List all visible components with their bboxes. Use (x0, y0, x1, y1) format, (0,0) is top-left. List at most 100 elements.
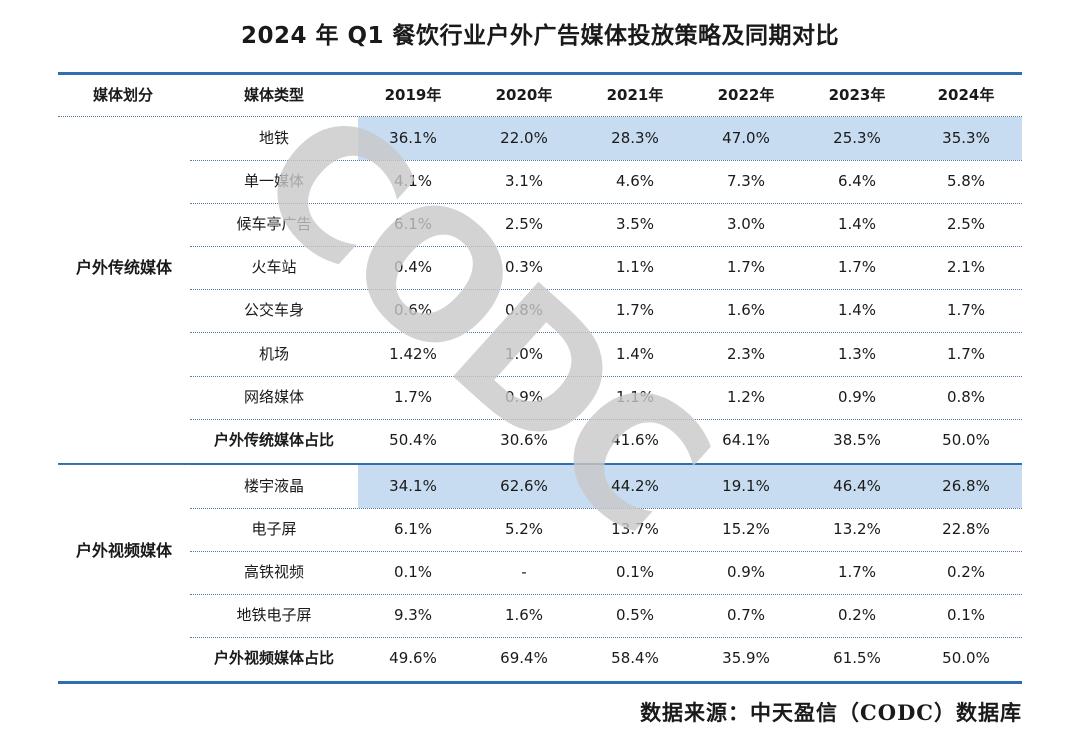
media-type-cell: 火车站 (251, 258, 297, 276)
value-cell: 34.1% (389, 477, 437, 495)
group-top-separator (58, 116, 190, 117)
row-separator (190, 246, 1022, 247)
media-type-cell: 高铁视频 (243, 563, 304, 581)
row-separator (190, 376, 1022, 377)
value-cell: 1.0% (504, 345, 544, 363)
value-cell: 2.5% (504, 215, 544, 233)
media-type-cell: 地铁电子屏 (236, 606, 312, 624)
value-cell: 0.8% (946, 388, 986, 406)
value-cell: 35.3% (942, 129, 990, 147)
value-cell: 13.7% (611, 520, 659, 538)
value-cell: 6.4% (837, 172, 877, 190)
subtotal-label: 户外视频媒体占比 (213, 649, 334, 667)
value-cell: 28.3% (611, 129, 659, 147)
header-year: 2024年 (937, 86, 995, 104)
header-year: 2019年 (384, 86, 442, 104)
value-cell: 2.3% (726, 345, 766, 363)
subtotal-value: 30.6% (500, 431, 548, 449)
value-cell: 7.3% (726, 172, 766, 190)
media-type-cell: 电子屏 (251, 520, 297, 538)
row-separator (190, 637, 1022, 638)
value-cell: 3.5% (615, 215, 655, 233)
value-cell: 22.8% (942, 520, 990, 538)
header-year: 2020年 (495, 86, 553, 104)
value-cell: 47.0% (722, 129, 770, 147)
group-top-separator (58, 464, 190, 465)
media-type-cell: 候车亭广告 (236, 215, 312, 233)
media-type-cell: 地铁 (258, 129, 289, 147)
media-type-cell: 楼宇液晶 (243, 477, 304, 495)
value-cell: 1.3% (837, 345, 877, 363)
value-cell: 1.4% (837, 301, 877, 319)
value-cell: 6.1% (393, 520, 433, 538)
row-separator (190, 419, 1022, 420)
value-cell: 0.9% (726, 563, 766, 581)
value-cell: 5.8% (946, 172, 986, 190)
media-type-cell: 网络媒体 (243, 388, 304, 406)
data-source-note: 数据来源：中天盈信（CODC）数据库 (640, 700, 1022, 725)
value-cell: 0.3% (504, 258, 544, 276)
value-cell: 0.1% (946, 606, 986, 624)
value-cell: 1.7% (837, 563, 877, 581)
value-cell: 0.8% (504, 301, 544, 319)
value-cell: 0.2% (837, 606, 877, 624)
header-year: 2022年 (717, 86, 775, 104)
value-cell: 1.1% (615, 258, 655, 276)
value-cell: 0.1% (615, 563, 655, 581)
subtotal-label: 户外传统媒体占比 (213, 431, 334, 449)
subtotal-value: 50.4% (389, 431, 437, 449)
value-cell: 9.3% (393, 606, 433, 624)
header-year: 2023年 (828, 86, 886, 104)
value-cell: 1.7% (726, 258, 766, 276)
header-division: 媒体划分 (92, 86, 153, 104)
media-type-cell: 单一媒体 (243, 172, 304, 190)
subtotal-value: 50.0% (942, 649, 990, 667)
subtotal-value: 41.6% (611, 431, 659, 449)
value-cell: 22.0% (500, 129, 548, 147)
value-cell: 0.4% (393, 258, 433, 276)
subtotal-value: 38.5% (833, 431, 881, 449)
value-cell: - (521, 563, 527, 581)
group-label: 户外视频媒体 (75, 541, 172, 560)
value-cell: 46.4% (833, 477, 881, 495)
value-cell: 1.4% (615, 345, 655, 363)
value-cell: 1.42% (389, 345, 437, 363)
value-cell: 0.9% (837, 388, 877, 406)
value-cell: 2.5% (946, 215, 986, 233)
value-cell: 3.1% (504, 172, 544, 190)
row-separator (190, 203, 1022, 204)
subtotal-value: 49.6% (389, 649, 437, 667)
value-cell: 1.2% (726, 388, 766, 406)
subtotal-value: 58.4% (611, 649, 659, 667)
table-top-rule (58, 72, 1022, 75)
value-cell: 44.2% (611, 477, 659, 495)
highlight-band (358, 117, 1022, 160)
media-type-cell: 机场 (258, 345, 289, 363)
subtotal-value: 35.9% (722, 649, 770, 667)
highlight-band (358, 465, 1022, 508)
value-cell: 6.1% (393, 215, 433, 233)
media-type-cell: 公交车身 (243, 301, 304, 319)
value-cell: 1.6% (504, 606, 544, 624)
header-media-type: 媒体类型 (243, 86, 304, 104)
value-cell: 1.6% (726, 301, 766, 319)
value-cell: 3.0% (726, 215, 766, 233)
value-cell: 0.6% (393, 301, 433, 319)
row-separator (190, 594, 1022, 595)
row-separator (190, 160, 1022, 161)
subtotal-value: 61.5% (833, 649, 881, 667)
value-cell: 0.7% (726, 606, 766, 624)
value-cell: 0.2% (946, 563, 986, 581)
value-cell: 1.7% (837, 258, 877, 276)
row-separator (190, 551, 1022, 552)
value-cell: 26.8% (942, 477, 990, 495)
value-cell: 0.5% (615, 606, 655, 624)
header-separator (58, 116, 1022, 117)
value-cell: 1.4% (837, 215, 877, 233)
value-cell: 1.7% (393, 388, 433, 406)
subtotal-value: 50.0% (942, 431, 990, 449)
value-cell: 0.1% (393, 563, 433, 581)
row-separator (190, 508, 1022, 509)
value-cell: 1.7% (946, 301, 986, 319)
value-cell: 13.2% (833, 520, 881, 538)
